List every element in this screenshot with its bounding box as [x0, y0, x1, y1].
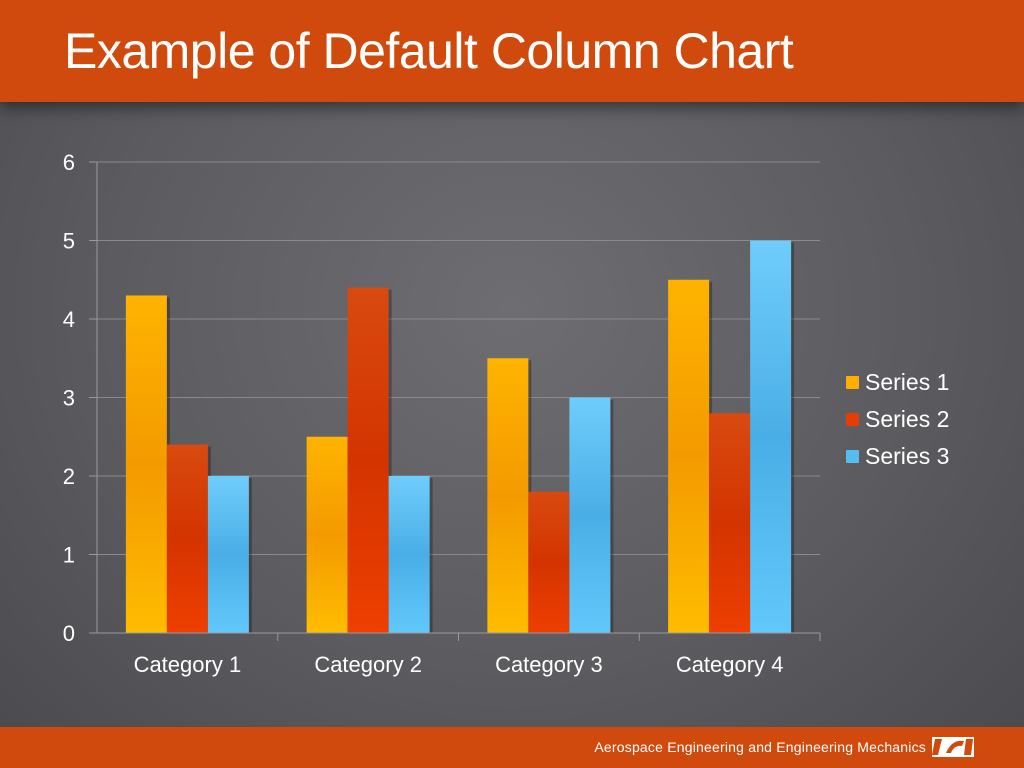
- university-logo-icon: [932, 737, 974, 757]
- bar-series-1-category-1: [125, 295, 167, 633]
- x-tick-label: Category 3: [495, 652, 603, 677]
- legend-label-series-1: Series 1: [865, 369, 950, 395]
- bar-series-2-category-2: [347, 287, 389, 633]
- legend-item-series-1: Series 1: [846, 364, 949, 401]
- slide-title: Example of Default Column Chart: [64, 23, 794, 79]
- y-tick-label: 4: [63, 307, 75, 332]
- footer-text: Aerospace Engineering and Engineering Me…: [594, 739, 926, 755]
- bar-series-1-category-2: [306, 436, 348, 633]
- title-bar: Example of Default Column Chart: [0, 0, 1024, 102]
- y-tick-label: 2: [63, 464, 75, 489]
- x-tick-label: Category 1: [134, 652, 242, 677]
- y-tick-label: 0: [63, 621, 75, 646]
- legend-swatch-series-3: [846, 450, 859, 463]
- footer-bar: Aerospace Engineering and Engineering Me…: [0, 727, 1024, 768]
- bar-series-1-category-4: [668, 279, 710, 633]
- bar-series-2-category-1: [166, 444, 208, 633]
- x-tick-label: Category 2: [314, 652, 422, 677]
- y-tick-label: 6: [63, 150, 75, 175]
- legend-item-series-3: Series 3: [846, 438, 949, 475]
- y-tick-label: 5: [63, 229, 75, 254]
- bar-series-3-category-2: [388, 476, 430, 633]
- bar-series-2-category-4: [709, 413, 751, 633]
- legend-label-series-3: Series 3: [865, 443, 950, 469]
- y-tick-label: 3: [63, 386, 75, 411]
- legend-swatch-series-1: [846, 376, 859, 389]
- legend-label-series-2: Series 2: [865, 406, 950, 432]
- bar-series-3-category-1: [207, 476, 249, 633]
- bar-series-2-category-3: [528, 491, 570, 633]
- chart-legend: Series 1 Series 2 Series 3: [846, 364, 949, 475]
- y-tick-label: 1: [63, 543, 75, 568]
- bar-series-3-category-3: [569, 397, 611, 633]
- bar-series-3-category-4: [750, 240, 792, 633]
- bar-series-1-category-3: [487, 358, 529, 633]
- x-tick-label: Category 4: [676, 652, 784, 677]
- legend-item-series-2: Series 2: [846, 401, 949, 438]
- legend-swatch-series-2: [846, 413, 859, 426]
